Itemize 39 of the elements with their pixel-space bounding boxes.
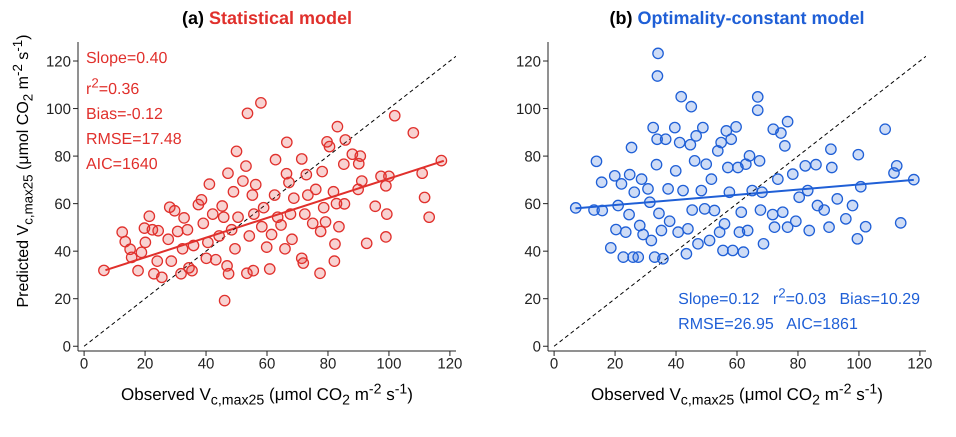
chart-title: (a) Statistical model: [182, 8, 352, 28]
text: Observed V$_{c,max25}$ (μmol CO$_{2}$ m$^{-2}$ s$^{-1}$): [121, 381, 413, 408]
annotation: RMSE=17.48: [86, 131, 182, 148]
y-tick-label: 0: [532, 338, 541, 356]
y-tick-label: 80: [524, 148, 541, 166]
y-tick-label: 60: [54, 196, 71, 213]
y-tick-label: 20: [524, 291, 541, 308]
y-tick-label: 100: [46, 100, 71, 118]
annotation: AIC=1640: [86, 156, 158, 174]
y-tick-label: 60: [524, 196, 541, 213]
y-tick-label: 0: [62, 338, 71, 356]
x-tick-label: 40: [668, 356, 684, 373]
y-tick-label: 40: [54, 243, 71, 260]
x-tick-label: 120: [437, 356, 462, 373]
y-tick-label: 100: [516, 100, 541, 118]
x-tick-label: 20: [136, 356, 154, 373]
annotation: Slope=0.40: [86, 50, 168, 67]
y-tick-label: 40: [524, 243, 541, 260]
x-tick-label: 60: [258, 356, 276, 373]
x-tick-label: 20: [606, 356, 624, 373]
x-tick-label: 100: [846, 356, 872, 373]
x-tick-label: 120: [907, 356, 932, 373]
annotation: RMSE=26.95 AIC=1861: [678, 316, 858, 333]
y-tick-label: 80: [54, 148, 71, 166]
x-tick-label: 40: [198, 356, 214, 373]
y-tick-label: 120: [516, 53, 541, 70]
text: Observed V$_{c,max25}$ (μmol CO$_{2}$ m$^{-2}$ s$^{-1}$): [591, 381, 883, 408]
x-tick-label: 60: [728, 356, 746, 373]
x-tick-label: 0: [80, 356, 88, 373]
x-tick-label: 0: [550, 356, 558, 373]
x-tick-label: 100: [376, 356, 402, 373]
annotation: Bias=-0.12: [86, 106, 163, 124]
x-tick-label: 80: [320, 356, 336, 373]
annotation: r$^{2}$=0.36: [86, 76, 140, 98]
chart-title: (b) Optimality-constant model: [609, 8, 864, 28]
annotation: Slope=0.12 r$^{2}$=0.03 Bias=10.29: [678, 286, 920, 308]
y-tick-label: 20: [54, 291, 71, 308]
y-tick-label: 120: [46, 53, 71, 70]
x-tick-label: 80: [790, 356, 806, 373]
